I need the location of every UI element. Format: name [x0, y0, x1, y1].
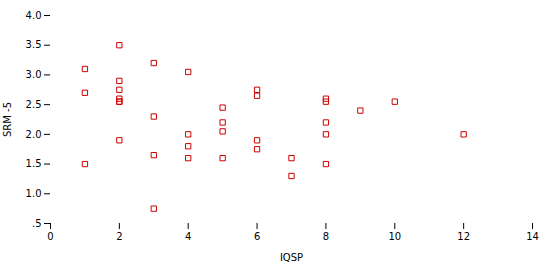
- svg-text:4: 4: [185, 231, 191, 242]
- svg-text:2: 2: [116, 231, 122, 242]
- svg-text:8: 8: [323, 231, 329, 242]
- svg-text:6: 6: [254, 231, 260, 242]
- svg-text:14: 14: [526, 231, 539, 242]
- svg-text:4.0: 4.0: [26, 10, 42, 21]
- svg-text:SRM -5: SRM -5: [2, 102, 13, 137]
- svg-text:0: 0: [47, 231, 53, 242]
- svg-text:3.0: 3.0: [26, 69, 42, 80]
- svg-text:3.5: 3.5: [26, 39, 42, 50]
- svg-text:IQSP: IQSP: [280, 252, 303, 263]
- svg-text:10: 10: [388, 231, 401, 242]
- svg-text:.5: .5: [32, 218, 42, 229]
- svg-text:1.5: 1.5: [26, 158, 42, 169]
- svg-text:2.0: 2.0: [26, 129, 42, 140]
- svg-text:12: 12: [457, 231, 470, 242]
- svg-text:2.5: 2.5: [26, 99, 42, 110]
- svg-text:1.0: 1.0: [26, 188, 42, 199]
